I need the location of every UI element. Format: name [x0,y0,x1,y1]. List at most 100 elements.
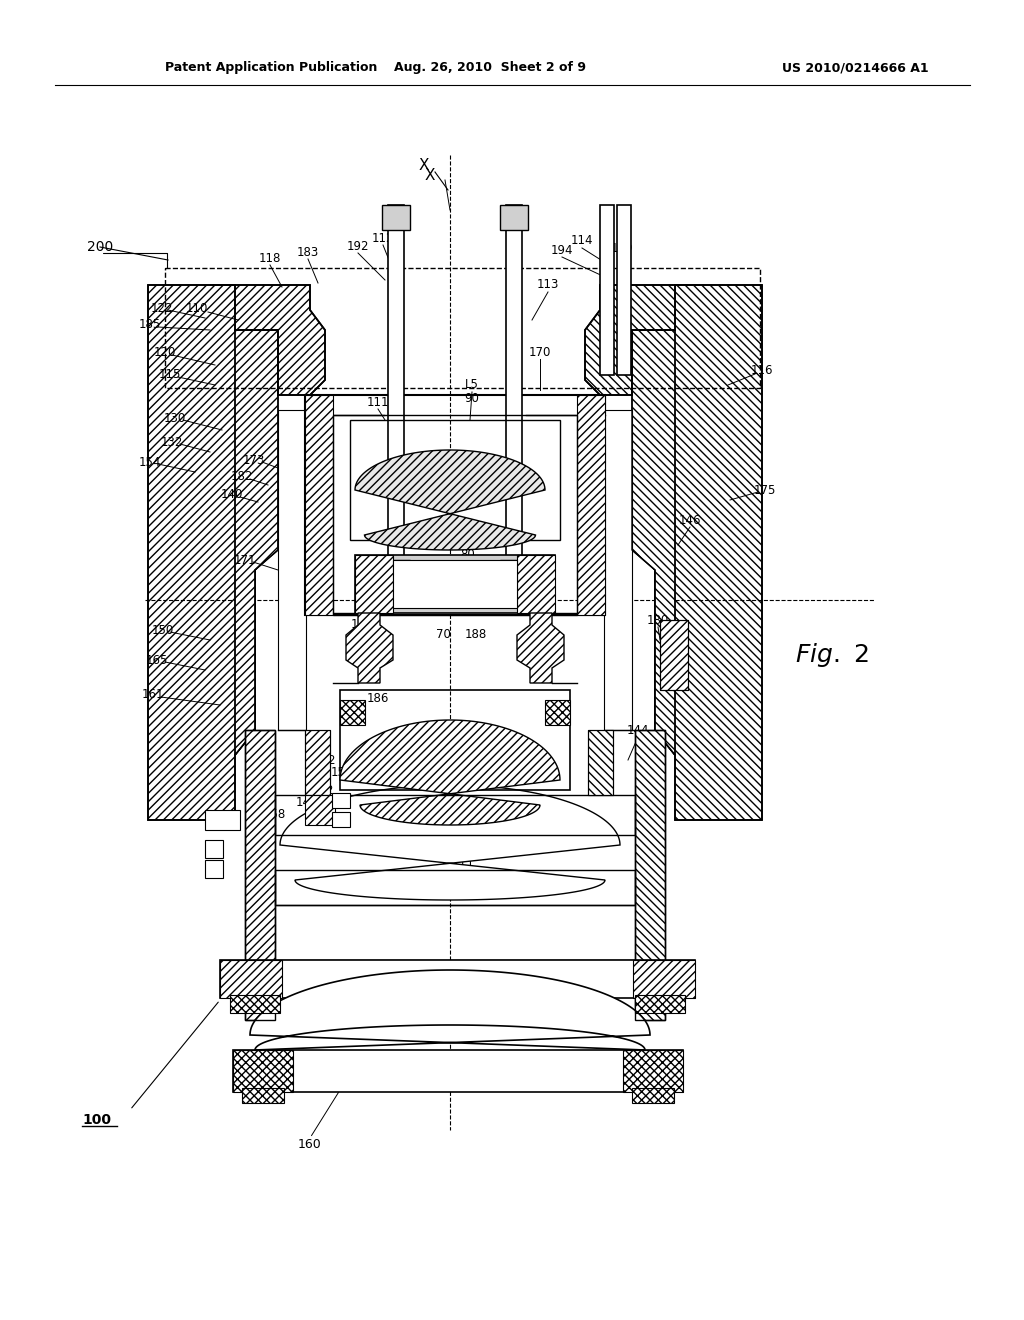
Bar [635,730,665,1020]
Text: 119: 119 [610,242,633,255]
Bar [588,730,613,795]
Text: 148: 148 [296,796,318,809]
Text: L4: L4 [408,591,422,605]
Bar [305,395,333,615]
Text: 160: 160 [298,1138,322,1151]
Text: L3: L3 [451,591,465,605]
Text: L2: L2 [541,767,555,780]
Bar [205,840,223,858]
Bar [332,812,350,828]
Bar [355,554,555,612]
Bar [230,995,280,1012]
Polygon shape [640,285,762,820]
Bar [305,730,330,795]
Polygon shape [210,285,325,395]
Polygon shape [632,330,675,755]
Bar [382,560,410,578]
Text: 111: 111 [351,619,374,631]
Polygon shape [346,612,393,682]
Text: 113: 113 [486,591,509,605]
Text: 150: 150 [152,623,174,636]
Bar [500,560,528,578]
Bar [305,730,330,795]
Bar [242,1088,284,1104]
Bar [205,810,240,830]
Bar [278,411,306,730]
Text: L1: L1 [461,858,475,871]
Text: 114: 114 [570,235,593,248]
Bar [588,730,613,795]
Text: 186: 186 [367,692,389,705]
Bar [604,411,632,730]
Text: 181: 181 [349,767,371,780]
Text: 132: 132 [161,436,183,449]
Text: 200: 200 [87,240,113,253]
Text: 165: 165 [145,653,168,667]
Text: 185: 185 [139,318,161,331]
Text: 161: 161 [141,689,164,701]
Polygon shape [517,612,564,682]
Bar [245,730,275,1020]
Text: US 2010/0214666 A1: US 2010/0214666 A1 [781,62,929,74]
Polygon shape [585,285,700,395]
Bar [355,554,393,612]
Bar [660,620,688,690]
Bar [393,560,517,609]
Polygon shape [250,970,650,1049]
Polygon shape [234,330,278,755]
Text: L5: L5 [465,379,479,392]
Text: 113: 113 [537,279,559,292]
Bar [545,700,570,725]
Text: 111: 111 [367,396,389,408]
Text: 194: 194 [551,243,573,256]
Text: 175: 175 [754,483,776,496]
Bar [660,620,688,690]
Text: 183: 183 [297,246,319,259]
Text: 112: 112 [367,591,389,605]
Text: 173: 173 [243,454,265,466]
Bar [632,1088,674,1104]
Text: 144: 144 [627,723,649,737]
Polygon shape [280,785,620,900]
Bar [233,1049,293,1092]
Text: 90: 90 [465,392,479,404]
Text: 80: 80 [461,549,475,561]
Bar [617,205,631,375]
Text: $\it{Fig.}\ \it{2}$: $\it{Fig.}\ \it{2}$ [795,642,868,669]
Bar [220,960,282,998]
Text: 180: 180 [358,631,381,644]
Text: 188: 188 [465,628,487,642]
Text: Aug. 26, 2010  Sheet 2 of 9: Aug. 26, 2010 Sheet 2 of 9 [394,62,586,74]
Bar [305,795,335,825]
Text: 190: 190 [369,767,391,780]
Text: X: X [419,157,429,173]
Bar [388,205,404,585]
Bar [506,205,522,585]
Text: X: X [425,168,435,182]
Text: 142: 142 [313,754,336,767]
Bar [245,730,275,1020]
Bar [633,960,695,998]
Polygon shape [148,285,270,820]
Text: 120: 120 [154,346,176,359]
Bar [305,395,605,615]
Polygon shape [355,450,545,550]
Text: 162: 162 [311,784,334,796]
Text: 146: 146 [679,513,701,527]
Text: 152: 152 [331,767,353,780]
Text: 122: 122 [151,301,173,314]
Text: 180: 180 [647,614,669,627]
Text: 140: 140 [221,488,243,502]
Bar [220,960,695,998]
Text: 182: 182 [230,470,253,483]
Bar [340,700,365,725]
Bar [517,554,555,612]
Bar [623,1049,683,1092]
Bar [340,690,570,789]
Bar [333,414,577,615]
Text: 116: 116 [751,363,773,376]
Text: 110: 110 [185,301,208,314]
Text: 118: 118 [259,252,282,264]
Bar [382,205,410,230]
Text: 154: 154 [139,455,161,469]
